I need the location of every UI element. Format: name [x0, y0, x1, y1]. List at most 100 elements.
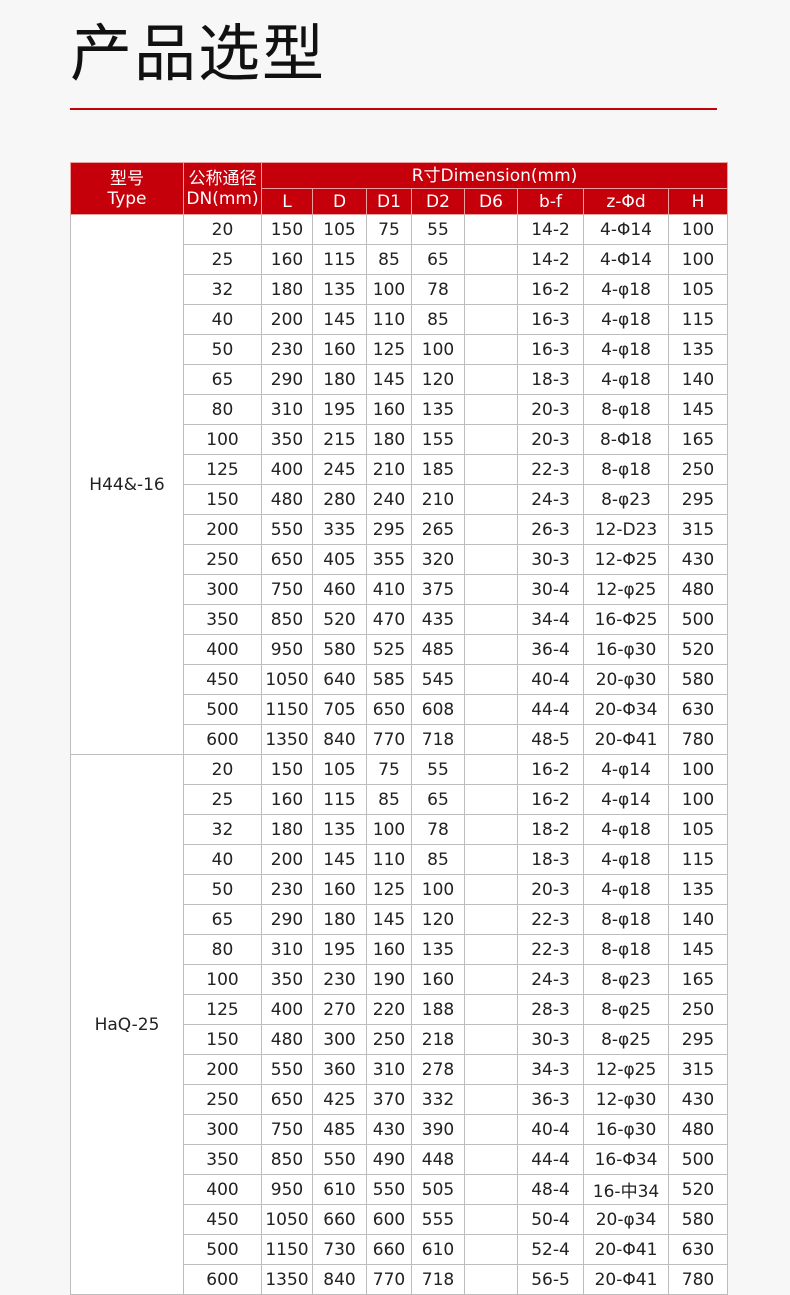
table-cell: 44-4	[517, 1144, 584, 1175]
table-cell	[464, 724, 518, 755]
table-cell: 770	[366, 724, 412, 755]
table-cell: 16-3	[517, 304, 584, 335]
column-header-d1: D1	[366, 188, 412, 215]
table-cell: 100	[667, 784, 729, 815]
table-row: 350 850 520 470 435 34-4 16-Φ25 500	[71, 604, 729, 635]
table-cell: 8-φ23	[583, 484, 669, 515]
table-cell: 780	[667, 1264, 729, 1295]
table-cell: 1050	[261, 1204, 313, 1235]
table-cell: 195	[312, 934, 367, 965]
table-cell: 550	[261, 514, 313, 545]
table-cell	[464, 814, 518, 845]
table-cell: 470	[366, 604, 412, 635]
table-cell: 650	[261, 1084, 313, 1115]
table-cell: 52-4	[517, 1234, 584, 1265]
table-cell: 140	[667, 904, 729, 935]
table-cell: 240	[366, 484, 412, 515]
table-cell: 1150	[261, 1234, 313, 1265]
table-cell: 34-4	[517, 604, 584, 635]
table-cell: 485	[411, 634, 465, 665]
table-cell: 350	[261, 424, 313, 455]
table-cell	[464, 1054, 518, 1085]
table-cell	[464, 514, 518, 545]
table-cell: 180	[312, 364, 367, 395]
table-row: 600 1350 840 770 718 48-5 20-Φ41 780	[71, 724, 729, 755]
table-cell: 520	[667, 634, 729, 665]
table-row: 80 310 195 160 135 22-3 8-φ18 145	[71, 934, 729, 965]
table-cell	[464, 1144, 518, 1175]
table-cell: 250	[183, 1084, 262, 1115]
table-cell	[464, 994, 518, 1025]
table-cell: 56-5	[517, 1264, 584, 1295]
table-row: 40 200 145 110 85 16-3 4-φ18 115	[71, 304, 729, 335]
table-row: 300 750 460 410 375 30-4 12-φ25 480	[71, 574, 729, 605]
table-cell: 20-3	[517, 424, 584, 455]
table-cell: 580	[667, 1204, 729, 1235]
table-cell: 295	[667, 1024, 729, 1055]
table-row: 125 400 270 220 188 28-3 8-φ25 250	[71, 994, 729, 1025]
table-cell: 500	[183, 694, 262, 725]
table-cell: 525	[366, 634, 412, 665]
table-cell: 36-4	[517, 634, 584, 665]
table-cell: 12-φ25	[583, 1054, 669, 1085]
table-cell: 65	[411, 784, 465, 815]
table-cell: 290	[261, 364, 313, 395]
table-cell: 34-3	[517, 1054, 584, 1085]
table-cell: 22-3	[517, 904, 584, 935]
table-cell: 770	[366, 1264, 412, 1295]
product-selection-table: 型号 Type 公称通径 DN(mm) R寸Dimension(mm) L D D1 D2…	[70, 162, 729, 1295]
table-cell: 185	[411, 454, 465, 485]
table-cell: 210	[366, 454, 412, 485]
table-cell: 400	[183, 634, 262, 665]
table-cell: 80	[183, 934, 262, 965]
table-cell: 950	[261, 634, 313, 665]
table-cell: 16-φ30	[583, 1114, 669, 1145]
table-cell	[464, 214, 518, 245]
table-cell: 4-φ18	[583, 304, 669, 335]
table-cell: 135	[312, 814, 367, 845]
table-cell: 160	[366, 934, 412, 965]
table-cell: 250	[667, 994, 729, 1025]
table-cell: 8-φ25	[583, 994, 669, 1025]
table-cell	[464, 904, 518, 935]
table-cell: 25	[183, 784, 262, 815]
table-cell: 115	[667, 304, 729, 335]
table-cell: 190	[366, 964, 412, 995]
table-cell: 105	[667, 274, 729, 305]
table-cell: 16-Φ34	[583, 1144, 669, 1175]
table-cell: 8-φ18	[583, 394, 669, 425]
table-cell: 640	[312, 664, 367, 695]
table-cell: 160	[366, 394, 412, 425]
column-header-h: H	[667, 188, 729, 215]
table-cell: 580	[312, 634, 367, 665]
table-cell	[464, 604, 518, 635]
table-cell: 840	[312, 724, 367, 755]
table-cell: 4-φ18	[583, 874, 669, 905]
table-cell: 110	[366, 304, 412, 335]
table-cell: 320	[411, 544, 465, 575]
table-cell: 300	[183, 1114, 262, 1145]
table-cell: 40-4	[517, 1114, 584, 1145]
table-cell: 350	[183, 604, 262, 635]
table-row: 450 1050 660 600 555 50-4 20-φ34 580	[71, 1204, 729, 1235]
table-cell: 250	[667, 454, 729, 485]
table-cell: 500	[183, 1234, 262, 1265]
table-cell: 85	[411, 304, 465, 335]
header-dn-en: DN(mm)	[186, 188, 259, 209]
table-cell: 12-Φ25	[583, 544, 669, 575]
table-cell: 115	[312, 784, 367, 815]
table-cell: 550	[312, 1144, 367, 1175]
table-cell: 16-2	[517, 274, 584, 305]
table-cell: 4-φ18	[583, 844, 669, 875]
table-cell: 40-4	[517, 664, 584, 695]
table-cell: 20-Φ41	[583, 1264, 669, 1295]
table-cell: 730	[312, 1234, 367, 1265]
table-cell: 135	[667, 874, 729, 905]
table-cell: 630	[667, 694, 729, 725]
table-cell: 1150	[261, 694, 313, 725]
table-row: 50 230 160 125 100 16-3 4-φ18 135	[71, 334, 729, 365]
table-row: 500 1150 705 650 608 44-4 20-Φ34 630	[71, 694, 729, 725]
table-cell: 4-φ14	[583, 784, 669, 815]
table-cell: 100	[183, 964, 262, 995]
table-cell: 580	[667, 664, 729, 695]
